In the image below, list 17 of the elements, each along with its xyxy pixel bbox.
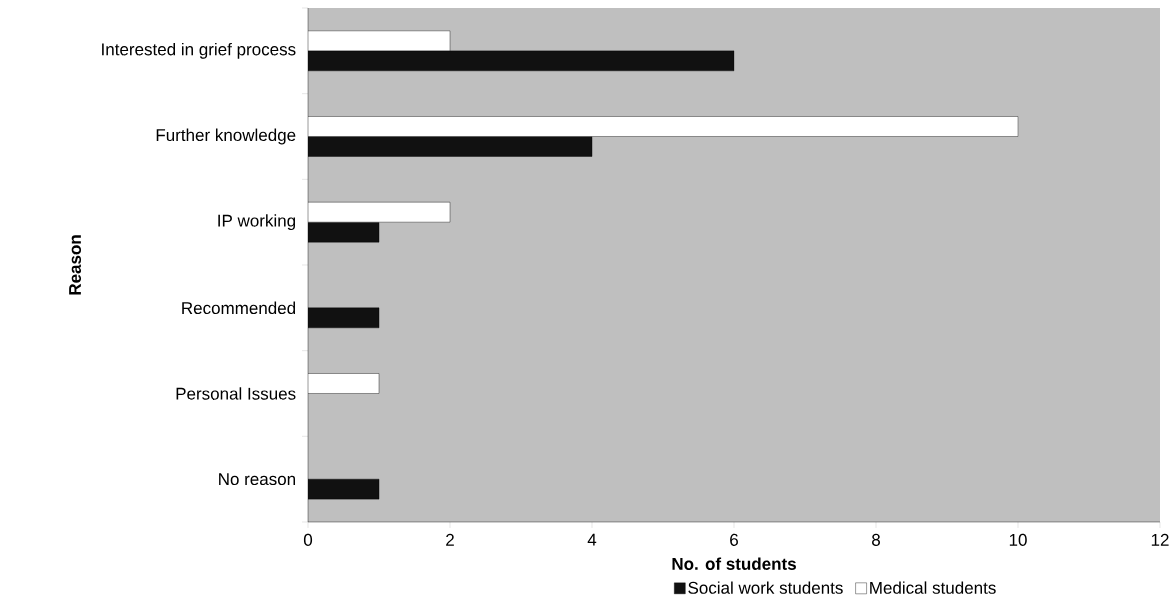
y-tick-label: IP working xyxy=(218,214,296,231)
x-tick-label: 12 xyxy=(1151,533,1169,546)
y-axis-title: Reason xyxy=(69,235,82,295)
x-tick-label: 4 xyxy=(587,533,597,546)
x-tick-label: 0 xyxy=(303,533,313,546)
y-tick-label: No reason xyxy=(219,473,295,486)
x-axis-title: No. of students xyxy=(672,557,796,570)
y-tick-label: Recommended xyxy=(182,301,296,315)
y-tick-label: Further knowledge xyxy=(156,128,296,145)
x-tick-label: 2 xyxy=(446,533,454,546)
legend-label: Medical students xyxy=(870,581,996,594)
x-tick-label: 8 xyxy=(872,533,880,546)
y-tick-label: Personal Issues xyxy=(176,387,296,400)
x-tick-label: 10 xyxy=(1009,533,1027,546)
x-tick-label: 6 xyxy=(730,533,738,546)
legend-label: Social work students xyxy=(688,581,843,594)
y-tick-label: Interested in grief process xyxy=(102,42,296,59)
